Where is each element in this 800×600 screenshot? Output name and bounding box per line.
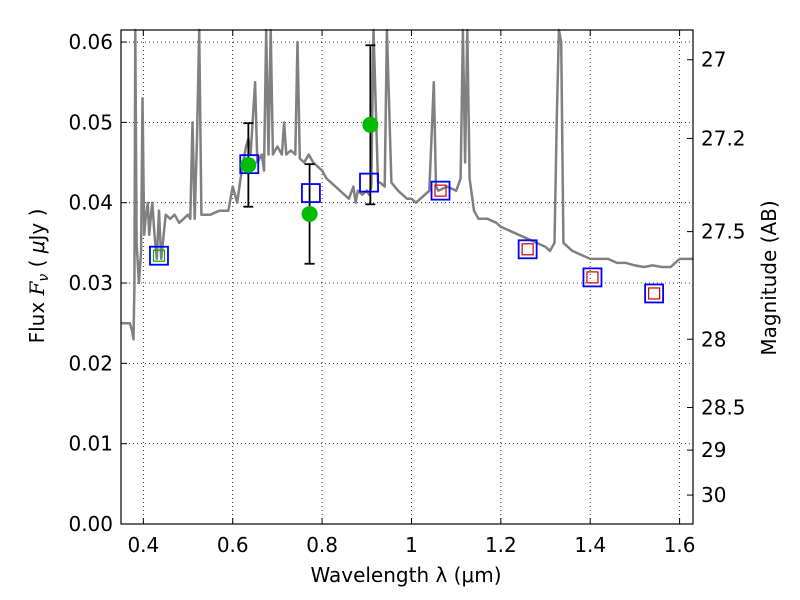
x-tick-label: 1.4 — [574, 533, 606, 557]
right-tick-label: 28.5 — [701, 396, 746, 420]
y-tick-label: 0.04 — [68, 191, 113, 215]
right-tick-label: 28 — [701, 327, 726, 351]
y-tick-label: 0.01 — [68, 432, 113, 456]
y-tick-label: 0.05 — [68, 110, 113, 134]
y-tick-label: 0.06 — [68, 30, 113, 54]
right-tick-label: 27.2 — [701, 126, 746, 150]
band-flux-square — [517, 239, 538, 260]
y-tick-label: 0.02 — [68, 351, 113, 375]
x-tick-label: 0.8 — [306, 533, 338, 557]
y-tick-label: 0.00 — [68, 512, 113, 536]
right-axis-label: Magnitude (AB) — [757, 200, 781, 355]
y-tick-label: 0.03 — [68, 271, 113, 295]
x-tick-label: 1.6 — [664, 533, 696, 557]
band-flux-square — [582, 267, 603, 288]
band-flux-square — [149, 245, 169, 266]
x-tick-label: 1.2 — [485, 533, 517, 557]
spectrum-line — [121, 28, 693, 341]
right-tick-label: 29 — [701, 438, 726, 462]
right-tick-label: 27.5 — [701, 220, 746, 244]
ticks: 0.4 0.6 0.8 1 1.2 1.4 1.6 0.00 0.01 0.02 0.03 0.04 0… — [68, 30, 746, 557]
x-axis-label: Wavelength λ (μm) — [310, 563, 501, 587]
band-flux-square — [239, 154, 260, 175]
band-flux-inner-red-square — [521, 243, 534, 256]
right-tick-label: 27 — [701, 48, 726, 72]
band-flux-square — [644, 283, 665, 304]
band-flux-square — [430, 180, 451, 201]
observed-point — [362, 116, 379, 133]
observed-point — [240, 156, 257, 173]
band-flux-inner-red-square — [648, 287, 661, 300]
model-spectrum — [121, 28, 693, 341]
x-tick-label: 0.4 — [127, 533, 159, 557]
right-tick-label: 30 — [701, 483, 726, 507]
x-tick-label: 1 — [405, 533, 418, 557]
band-flux-square — [359, 172, 379, 193]
band-flux-square — [301, 183, 321, 203]
band-flux-inner-red-square — [586, 271, 599, 284]
x-tick-label: 0.6 — [217, 533, 249, 557]
markers — [149, 116, 665, 304]
band-flux-inner-red-square — [434, 184, 447, 197]
observed-point — [301, 205, 318, 222]
band-flux-inner-green-square — [152, 249, 166, 262]
plot-frame — [120, 29, 694, 525]
y-axis-label: Flux Fν ( μJy ) — [25, 209, 52, 344]
